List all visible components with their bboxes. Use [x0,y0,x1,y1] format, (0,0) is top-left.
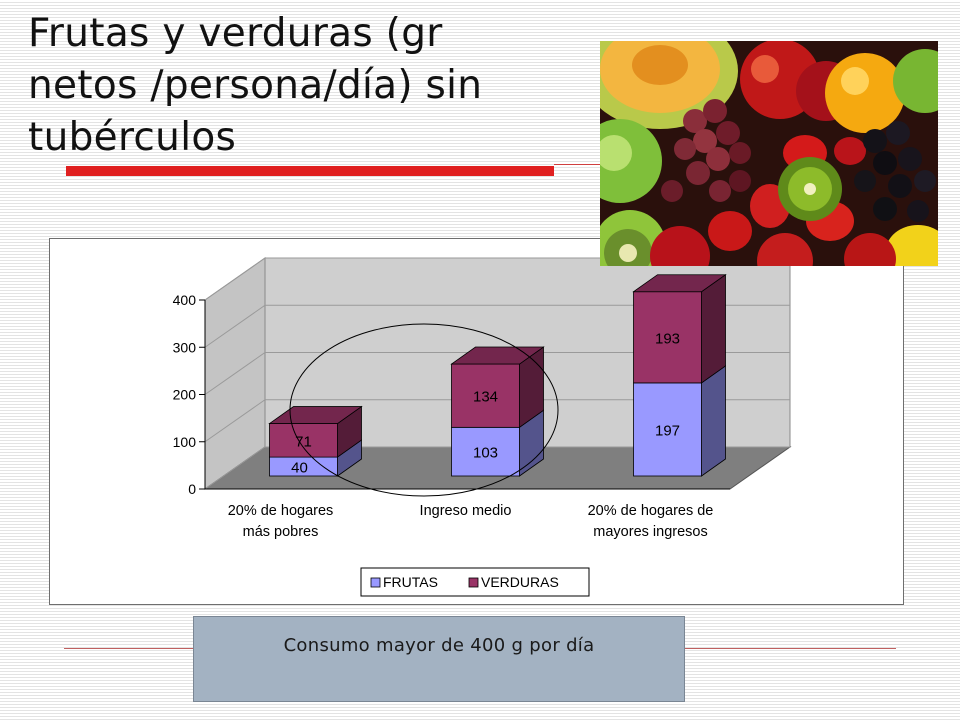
y-tick-label: 200 [173,387,197,403]
y-tick-label: 100 [173,434,197,450]
gridline [204,399,790,443]
bar-verduras [451,363,520,428]
chart-area: 0 100 200 300 400 40 71 20% de hogares más pobre… [49,238,904,605]
legend-label-frutas: FRUTAS [383,574,438,590]
bar-verduras [269,423,338,458]
bar-frutas [633,382,702,477]
fruit-illustration [600,41,938,266]
category-label: 20% de hogares de [588,503,714,519]
y-tick-label: 0 [188,481,196,497]
category-label: mayores ingresos [593,524,707,540]
gridline [204,352,790,395]
note-text: Consumo mayor de 400 g por día [283,635,595,656]
title-line-2: netos /persona/día) sin [28,63,483,108]
legend-label-verduras: VERDURAS [481,574,559,590]
gridline [204,446,790,490]
fruit-photo [600,41,938,266]
y-tick-label: 400 [173,292,197,308]
legend-swatch-verduras [468,577,479,588]
bar-side-frutas [701,365,726,477]
slide-title: Frutas y verduras (gr netos /persona/día)… [28,8,588,164]
data-label-frutas: 197 [655,422,680,439]
data-label-frutas: 40 [291,460,308,477]
title-line-1: Frutas y verduras (gr [28,11,443,56]
note-box: Consumo mayor de 400 g por día [193,616,685,702]
data-label-verduras: 193 [655,330,680,347]
bar-top [268,406,363,424]
stacked-bar-chart: 0 100 200 300 400 40 71 20% de hogares más pobre… [173,257,792,597]
bottom-divider-right [684,648,896,649]
bar-top [632,274,727,293]
legend-swatch-frutas [370,577,381,588]
bar-top [450,346,545,365]
gridline [204,304,790,348]
category-label: más pobres [243,524,319,540]
title-line-3: tubérculos [28,115,237,160]
bar-verduras [633,291,702,384]
category-label: 20% de hogares [228,503,334,519]
y-tick-label: 300 [173,339,197,355]
data-label-frutas: 103 [473,445,498,462]
data-label-verduras: 71 [295,433,312,450]
annotation-ellipse [289,323,559,497]
bar-side-verduras [701,273,726,384]
bottom-divider-left [64,648,194,649]
title-accent-bar [66,166,554,176]
bar-frutas [451,426,520,477]
category-label: Ingreso medio [420,503,512,519]
data-label-verduras: 134 [473,389,498,406]
